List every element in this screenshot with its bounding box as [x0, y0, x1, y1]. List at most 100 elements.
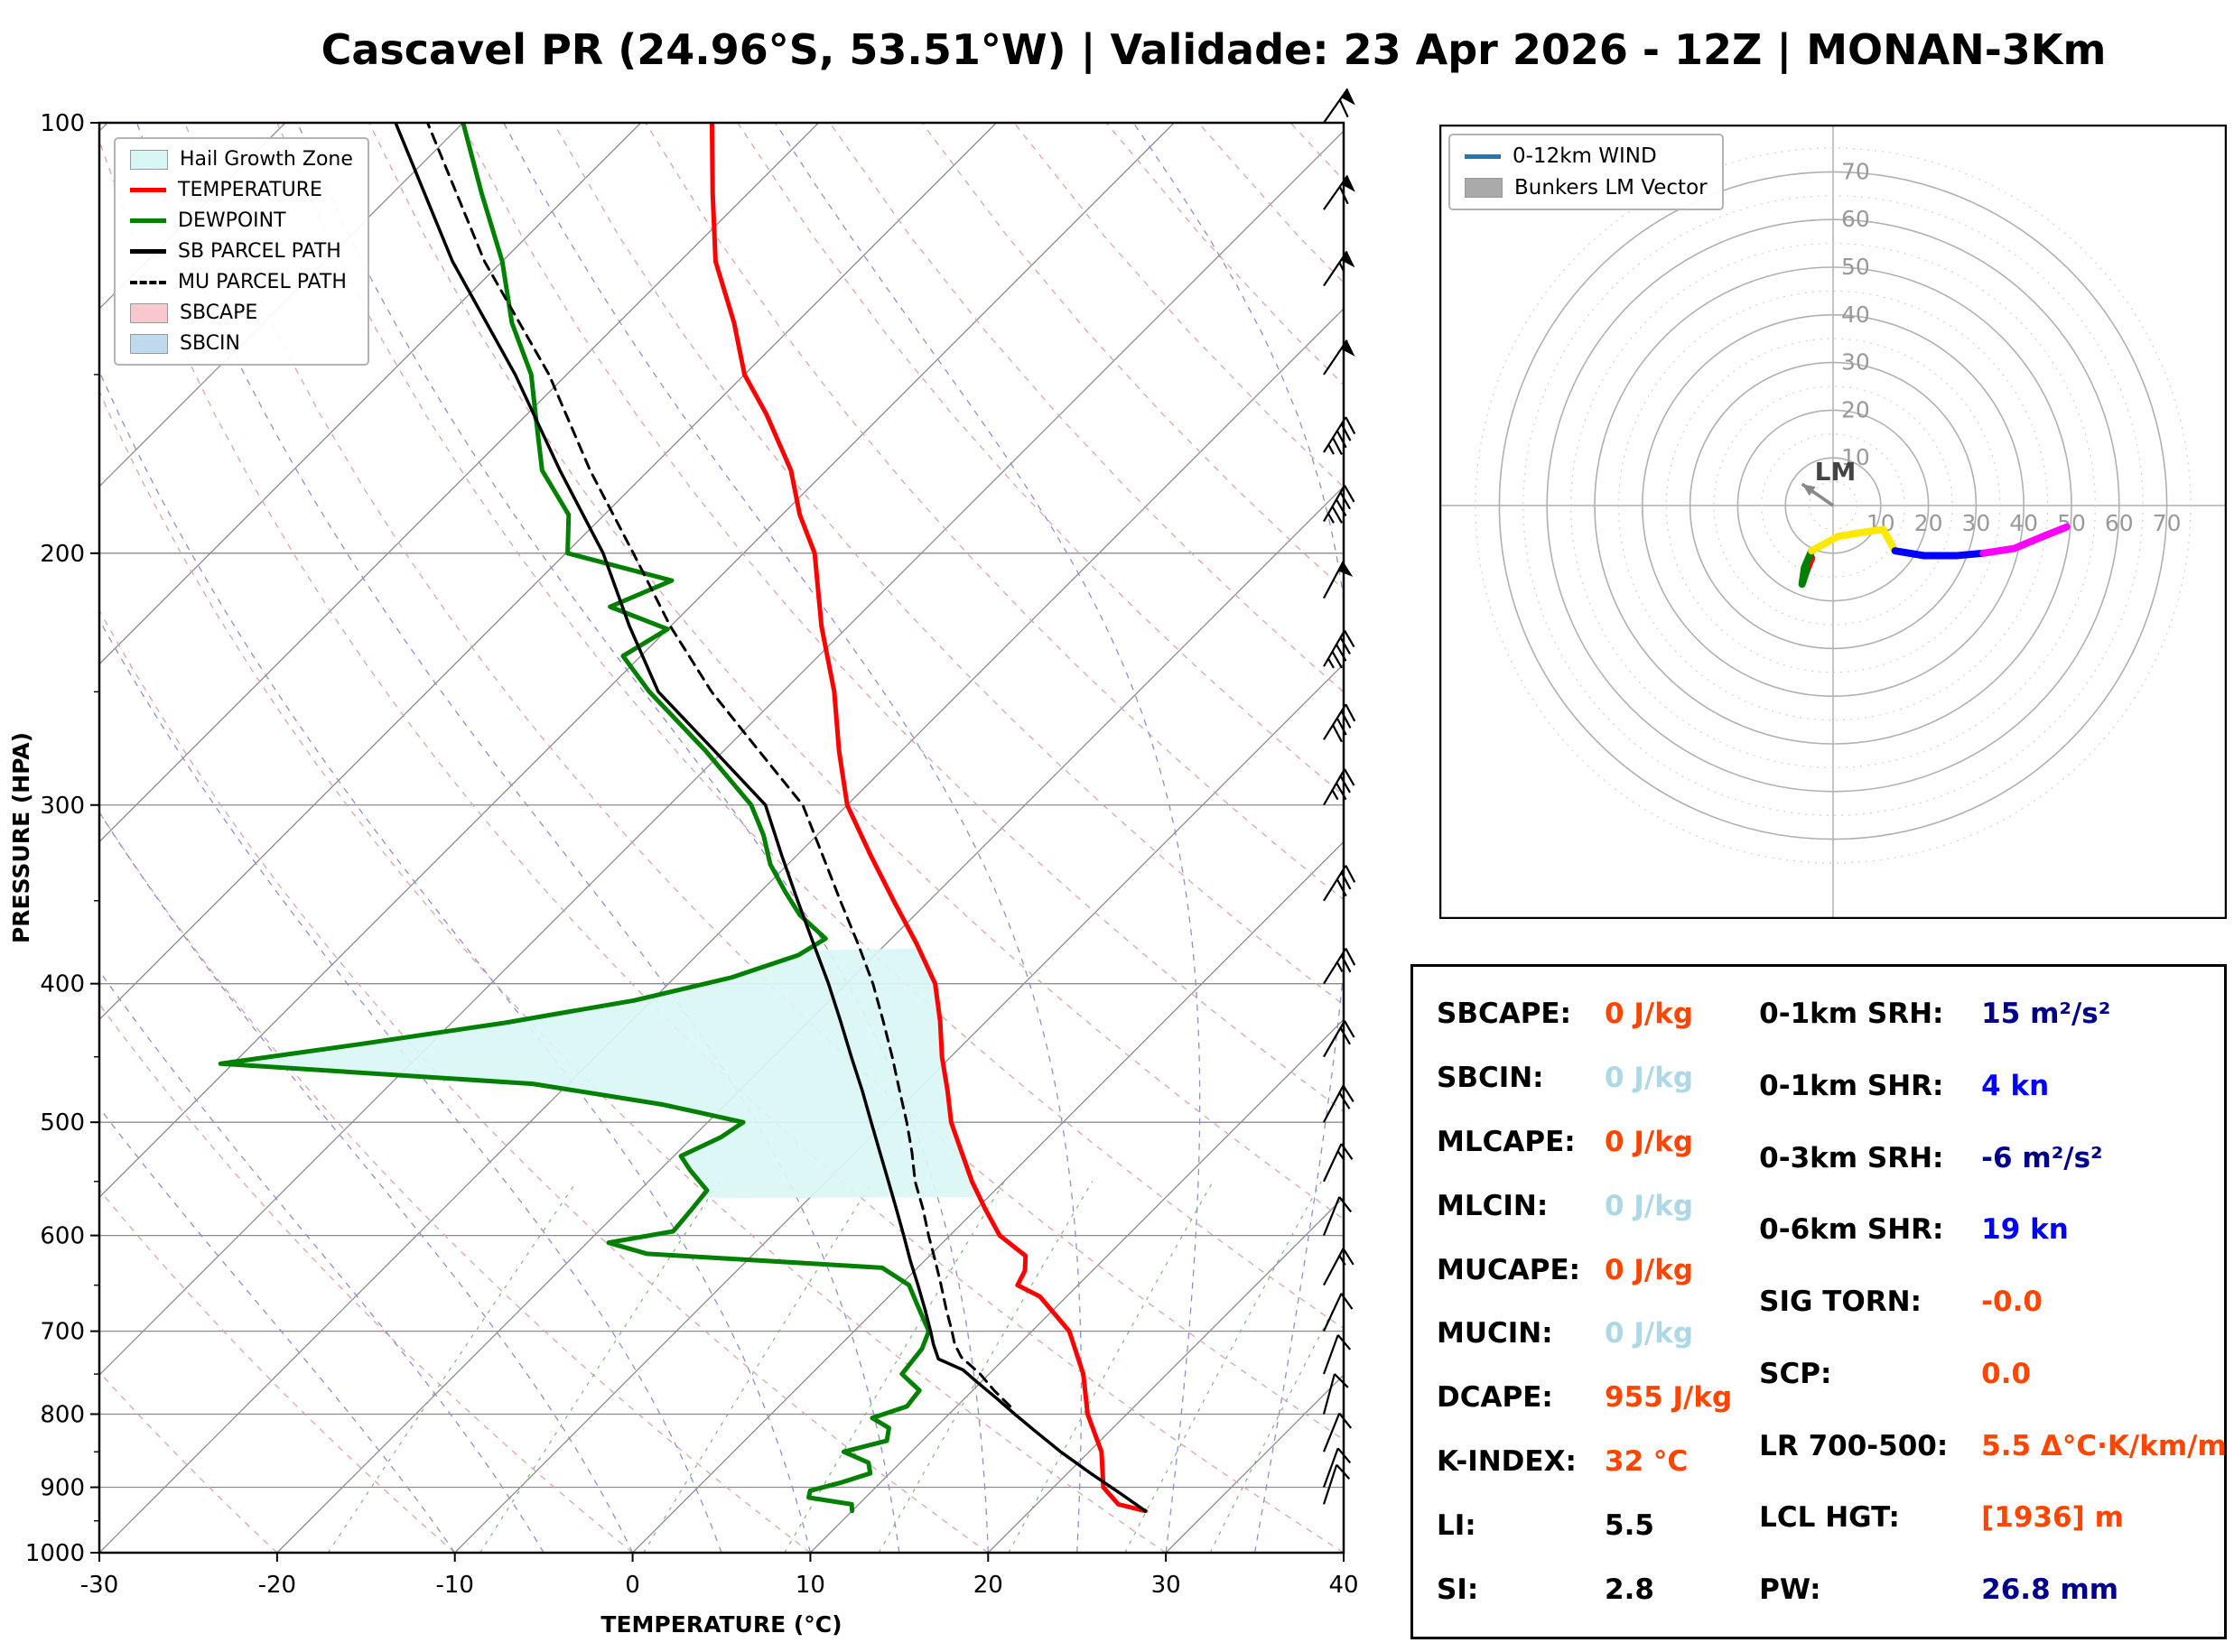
legend-label: MU PARCEL PATH	[178, 271, 347, 293]
stat-label: DCAPE:	[1437, 1381, 1553, 1415]
sb-parcel-path-curve	[394, 123, 1148, 1513]
legend-item-0-12km-wind: 0-12km WIND	[1465, 144, 1708, 168]
stat-value: 15 m²/s²	[1981, 998, 2111, 1030]
x-axis-label: TEMPERATURE (°C)	[600, 1611, 842, 1638]
pressure-tick-label: 600	[40, 1223, 85, 1250]
legend-label: SBCAPE	[180, 302, 258, 324]
stat-value: 0 J/kg	[1605, 1189, 1694, 1222]
temperature-curve	[709, 123, 1148, 1514]
temperature-tick-label: -10	[435, 1572, 473, 1599]
skewt-legend: Hail Growth Zone TEMPERATURE DEWPOINT SB PA…	[114, 137, 369, 366]
hodo-ring-label: 40	[2009, 510, 2038, 536]
hodo-ring-label: 60	[1841, 206, 1870, 232]
stat-row-0-1km-shr: 0-1km SHR: 4 kn	[1759, 1070, 2227, 1102]
stat-label: SI:	[1437, 1573, 1479, 1606]
temperature-tick-label: 0	[625, 1572, 640, 1599]
legend-label: SBCIN	[180, 332, 240, 355]
stat-label: 0-3km SRH:	[1759, 1141, 1944, 1174]
stat-value: 19 kn	[1981, 1213, 2069, 1247]
legend-swatch	[130, 249, 166, 254]
pressure-tick-label: 1000	[25, 1540, 85, 1567]
legend-item-sbcin: SBCIN	[130, 332, 353, 355]
legend-item-temperature: TEMPERATURE	[130, 179, 353, 201]
stat-label: SBCIN:	[1437, 1061, 1544, 1094]
legend-swatch	[130, 333, 168, 354]
lm-label: LM	[1815, 457, 1857, 487]
legend-swatch	[130, 218, 166, 223]
stat-label: 0-1km SRH:	[1759, 998, 1944, 1030]
hodo-ring-label: 70	[1841, 158, 1870, 184]
y-axis-label: PRESSURE (HPA)	[8, 732, 34, 943]
pressure-tick-label: 800	[40, 1401, 85, 1428]
stat-row-0-3km-srh: 0-3km SRH: -6 m²/s²	[1759, 1142, 2227, 1174]
pressure-tick-label: 500	[40, 1109, 85, 1137]
temperature-tick-label: 20	[973, 1572, 1003, 1599]
stat-row-sbcin: SBCIN: 0 J/kg	[1437, 1062, 1732, 1094]
stat-row-si: SI: 2.8	[1437, 1573, 1732, 1606]
stat-label: SIG TORN:	[1759, 1285, 1922, 1318]
pressure-tick-label: 400	[40, 971, 85, 998]
temperature-tick-label: 30	[1151, 1572, 1181, 1599]
stat-value: 4 kn	[1981, 1069, 2050, 1102]
pressure-tick-label: 300	[40, 793, 85, 820]
stat-row-mucape: MUCAPE: 0 J/kg	[1437, 1254, 1732, 1286]
hodo-ring-label: 20	[1841, 396, 1870, 422]
legend-label: Hail Growth Zone	[180, 148, 353, 171]
legend-label: DEWPOINT	[178, 209, 286, 232]
stats-column-right: 0-1km SRH: 15 m²/s² 0-1km SHR: 4 kn 0-3km SR…	[1732, 967, 2227, 1637]
stat-label: 0-1km SHR:	[1759, 1069, 1944, 1102]
stat-value: 5.5	[1605, 1509, 1654, 1542]
stat-row-0-6km-shr: 0-6km SHR: 19 kn	[1759, 1213, 2227, 1246]
stat-label: MUCAPE:	[1437, 1253, 1581, 1286]
legend-swatch	[1465, 178, 1503, 198]
stat-row-k-index: K-INDEX: 32 °C	[1437, 1445, 1732, 1478]
legend-item-sbcape: SBCAPE	[130, 302, 353, 324]
stat-value: 0 J/kg	[1605, 1125, 1694, 1158]
stat-label: SBCAPE:	[1437, 998, 1571, 1030]
hodo-ring-label: 10	[1841, 444, 1870, 470]
hodo-ring-label: 50	[1841, 254, 1870, 280]
stat-label: LR 700-500:	[1759, 1429, 1949, 1462]
temperature-tick-label: 10	[796, 1572, 825, 1599]
stat-value: 0.0	[1981, 1357, 2032, 1390]
pressure-tick-label: 700	[40, 1319, 85, 1346]
stat-label: LCL HGT:	[1759, 1501, 1900, 1535]
hodograph-frame	[1439, 125, 2227, 919]
legend-label: 0-12km WIND	[1513, 144, 1657, 168]
stat-row-dcape: DCAPE: 955 J/kg	[1437, 1381, 1732, 1414]
legend-swatch	[130, 188, 166, 192]
stat-row-sig-torn: SIG TORN: -0.0	[1759, 1285, 2227, 1318]
legend-item-mu-parcel-path: MU PARCEL PATH	[130, 271, 353, 293]
stat-label: MLCIN:	[1437, 1189, 1549, 1222]
hodograph-legend: 0-12km WIND Bunkers LM Vector	[1448, 134, 1724, 210]
legend-label: TEMPERATURE	[178, 179, 322, 201]
stat-value: 32 °C	[1605, 1445, 1689, 1479]
stat-row-scp: SCP: 0.0	[1759, 1358, 2227, 1390]
legend-label: SB PARCEL PATH	[178, 240, 341, 263]
hodo-ring-label: 70	[2153, 510, 2182, 536]
stat-value: 2.8	[1605, 1573, 1654, 1606]
stat-label: LI:	[1437, 1509, 1476, 1542]
figure-title: Cascavel PR (24.96°S, 53.51°W) | Validad…	[321, 25, 2107, 74]
temperature-tick-label: 40	[1328, 1572, 1358, 1599]
stat-value: 5.5 Δ°C·K/km/m	[1981, 1429, 2227, 1462]
stat-row-mlcape: MLCAPE: 0 J/kg	[1437, 1126, 1732, 1158]
stat-label: K-INDEX:	[1437, 1445, 1577, 1479]
stat-value: 0 J/kg	[1605, 998, 1694, 1030]
legend-swatch	[130, 302, 168, 323]
temperature-tick-label: -30	[80, 1572, 118, 1599]
stat-value: 955 J/kg	[1605, 1381, 1733, 1415]
legend-swatch	[130, 280, 166, 284]
stat-row-sbcape: SBCAPE: 0 J/kg	[1437, 998, 1732, 1030]
stat-value: 0 J/kg	[1605, 1317, 1694, 1350]
stat-label: SCP:	[1759, 1357, 1832, 1390]
stat-row-mlcin: MLCIN: 0 J/kg	[1437, 1190, 1732, 1222]
stat-value: -0.0	[1981, 1285, 2043, 1318]
stat-value: -6 m²/s²	[1981, 1141, 2103, 1174]
stat-value: 26.8 mm	[1981, 1573, 2119, 1606]
stat-row-li: LI: 5.5	[1437, 1509, 1732, 1542]
wind-barbs	[1322, 88, 1356, 1505]
stat-row-0-1km-srh: 0-1km SRH: 15 m²/s²	[1759, 998, 2227, 1030]
